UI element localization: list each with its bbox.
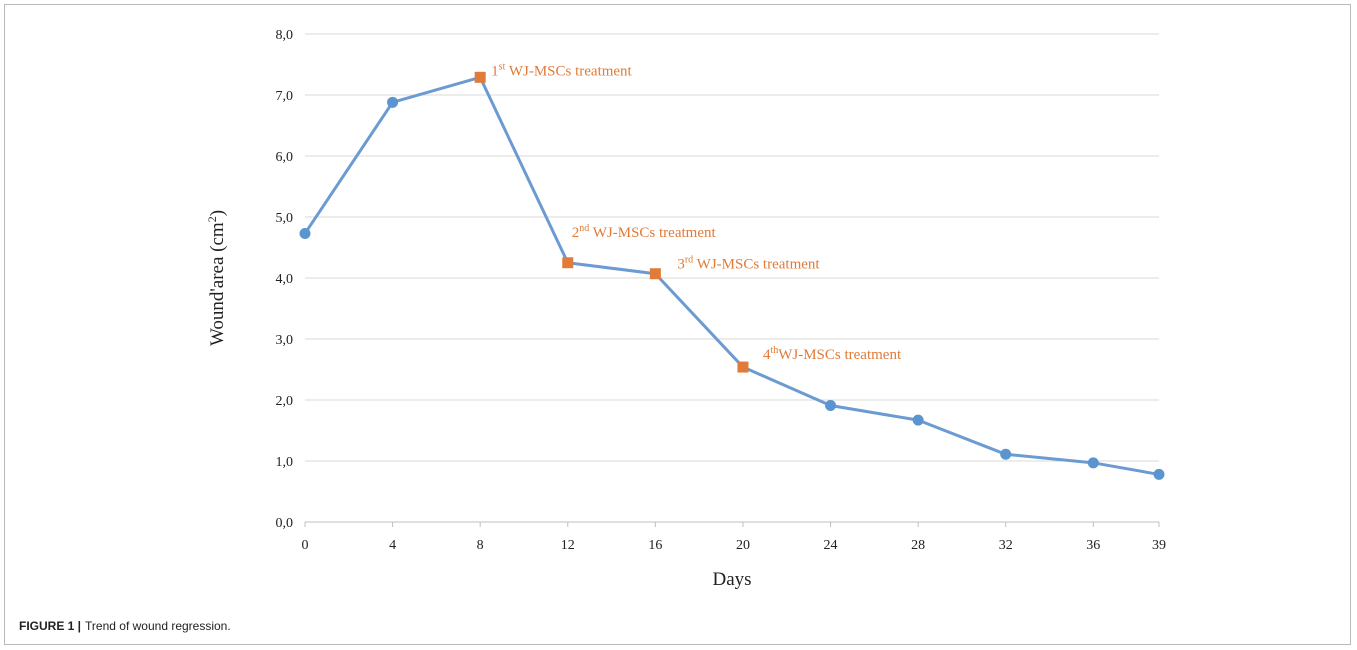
y-tick-label: 5,0 [276, 211, 294, 226]
figure-caption: FIGURE 1 | Trend of wound regression. [19, 619, 231, 633]
data-point [1000, 448, 1012, 460]
x-tick-label: 8 [477, 538, 484, 553]
y-tick-label: 7,0 [276, 89, 294, 104]
data-series [299, 71, 1165, 480]
treatment-annotation: 2nd WJ-MSCs treatment [572, 223, 717, 241]
y-tick-label: 4,0 [276, 272, 294, 287]
y-tick-label: 1,0 [276, 455, 294, 470]
series-line [303, 75, 1160, 476]
data-point [387, 96, 399, 108]
caption-label: FIGURE 1 | [19, 619, 82, 633]
x-tick-label: 16 [648, 538, 662, 553]
treatment-annotation: 3rd WJ-MSCs treatment [677, 255, 820, 273]
x-tick-label: 0 [302, 538, 309, 553]
x-tick-label: 4 [389, 538, 396, 553]
treatment-point [649, 268, 661, 280]
y-tick-label: 8,0 [276, 28, 294, 43]
y-axis-title: Wound'area (cm2) [205, 210, 228, 346]
x-tick-label: 28 [911, 538, 925, 553]
y-tick-label: 6,0 [276, 150, 294, 165]
treatment-point [562, 257, 574, 269]
line-chart: 0,0 1,0 2,0 3,0 4,0 5,0 6,0 7,0 8,0 0 4 8 12 16 20 24 28… [205, 28, 1167, 590]
x-tick-label: 36 [1086, 538, 1100, 553]
axes: 0,0 1,0 2,0 3,0 4,0 5,0 6,0 7,0 8,0 0 4 8 12 16 20 24 28… [276, 28, 1167, 553]
data-point [299, 227, 311, 239]
treatment-point [474, 71, 486, 83]
grid-lines [305, 33, 1159, 462]
caption-text: Trend of wound regression. [85, 619, 231, 633]
data-point [912, 414, 924, 426]
data-point [1153, 468, 1165, 480]
figure-frame: 0,0 1,0 2,0 3,0 4,0 5,0 6,0 7,0 8,0 0 4 8 12 16 20 24 28… [4, 4, 1351, 645]
data-point [1087, 457, 1099, 469]
x-tick-label: 39 [1152, 538, 1166, 553]
y-tick-label: 2,0 [276, 394, 294, 409]
treatment-point [737, 361, 749, 373]
treatment-annotation: 4thWJ-MSCs treatment [763, 345, 902, 363]
annotations: 1st WJ-MSCs treatment 2nd WJ-MSCs treatme… [491, 61, 902, 363]
x-axis-title: Days [712, 569, 751, 590]
data-point [825, 399, 837, 411]
y-tick-label: 3,0 [276, 333, 294, 348]
x-tick-label: 12 [561, 538, 575, 553]
x-tick-label: 32 [999, 538, 1013, 553]
y-tick-label: 0,0 [276, 516, 294, 531]
x-tick-label: 24 [824, 538, 838, 553]
axis-titles: Days Wound'area (cm2) [205, 210, 752, 590]
x-tick-label: 20 [736, 538, 750, 553]
treatment-annotation: 1st WJ-MSCs treatment [491, 61, 632, 79]
